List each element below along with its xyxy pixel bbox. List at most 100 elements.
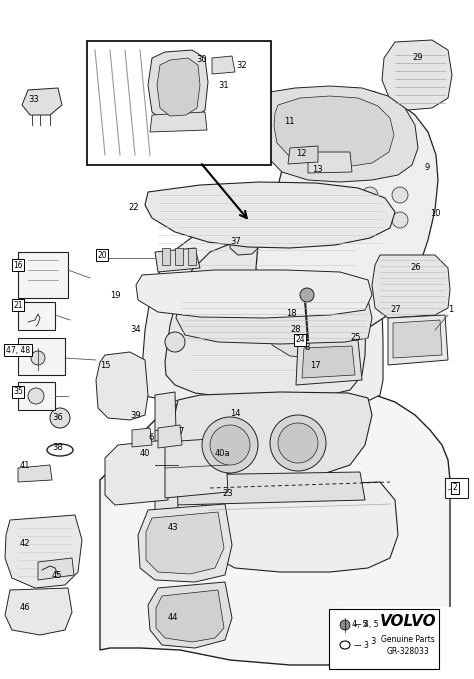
Polygon shape [388, 315, 448, 365]
Polygon shape [162, 248, 170, 265]
Polygon shape [100, 388, 450, 665]
Text: 33: 33 [28, 96, 39, 105]
FancyBboxPatch shape [341, 607, 468, 671]
Text: 32: 32 [236, 62, 246, 71]
Text: 8: 8 [304, 344, 310, 352]
Text: 13: 13 [312, 166, 323, 175]
Text: 41: 41 [20, 460, 30, 469]
FancyBboxPatch shape [87, 41, 271, 165]
Polygon shape [138, 504, 232, 582]
Text: — 4, 5: — 4, 5 [354, 621, 379, 629]
Text: 36: 36 [52, 414, 63, 422]
Text: — 3: — 3 [354, 640, 369, 650]
Text: 35: 35 [13, 388, 23, 397]
Polygon shape [372, 255, 450, 318]
Polygon shape [157, 58, 200, 116]
Text: 34: 34 [130, 325, 141, 335]
Text: 6: 6 [148, 433, 154, 441]
Polygon shape [288, 146, 318, 164]
Polygon shape [155, 392, 178, 512]
Polygon shape [445, 478, 468, 498]
Polygon shape [158, 425, 182, 448]
Circle shape [392, 212, 408, 228]
Polygon shape [96, 352, 148, 420]
Text: 47, 48: 47, 48 [6, 346, 30, 354]
Polygon shape [382, 40, 452, 110]
Text: 43: 43 [168, 524, 179, 532]
Polygon shape [174, 392, 372, 478]
Text: 38: 38 [52, 443, 63, 452]
Circle shape [340, 620, 350, 630]
Polygon shape [5, 588, 72, 635]
Text: 16: 16 [13, 261, 23, 270]
Polygon shape [18, 465, 52, 482]
Polygon shape [145, 182, 395, 248]
Text: 46: 46 [20, 604, 31, 612]
Text: 15: 15 [100, 361, 110, 369]
Text: 14: 14 [230, 409, 240, 418]
Polygon shape [22, 88, 62, 115]
Text: 12: 12 [296, 149, 307, 158]
Text: 44: 44 [168, 614, 179, 623]
Polygon shape [165, 438, 228, 498]
Polygon shape [262, 86, 418, 182]
Polygon shape [105, 440, 168, 505]
Circle shape [210, 425, 250, 465]
Text: 18: 18 [286, 308, 297, 318]
Polygon shape [393, 320, 442, 358]
Text: 42: 42 [20, 538, 30, 547]
Polygon shape [188, 248, 196, 265]
Text: 29: 29 [412, 54, 422, 62]
Polygon shape [296, 340, 362, 385]
Polygon shape [146, 512, 224, 574]
Polygon shape [155, 248, 200, 272]
Polygon shape [274, 96, 394, 167]
Text: GR-328033: GR-328033 [387, 648, 429, 657]
Polygon shape [136, 270, 372, 318]
Polygon shape [18, 382, 55, 410]
Circle shape [278, 423, 318, 463]
Text: 24: 24 [295, 335, 305, 344]
FancyBboxPatch shape [329, 609, 439, 669]
Circle shape [165, 332, 185, 352]
Text: 19: 19 [110, 291, 120, 299]
Text: 37: 37 [230, 238, 241, 246]
Polygon shape [18, 302, 55, 330]
Polygon shape [302, 346, 355, 378]
Circle shape [202, 417, 258, 473]
Text: 10: 10 [430, 208, 440, 217]
Text: 40: 40 [140, 449, 151, 458]
Text: 7: 7 [178, 428, 183, 437]
Polygon shape [148, 582, 232, 648]
Circle shape [31, 351, 45, 365]
Text: 23: 23 [222, 490, 233, 498]
Circle shape [28, 388, 44, 404]
Text: 27: 27 [390, 306, 401, 314]
Polygon shape [175, 248, 183, 265]
Polygon shape [175, 472, 365, 505]
Circle shape [50, 408, 70, 428]
Polygon shape [38, 558, 74, 580]
Text: 4, 5: 4, 5 [352, 621, 368, 629]
Circle shape [270, 415, 326, 471]
Circle shape [392, 187, 408, 203]
Text: 40a: 40a [215, 449, 231, 458]
Text: 30: 30 [196, 56, 207, 65]
Text: Genuine Parts: Genuine Parts [381, 636, 435, 644]
Polygon shape [150, 112, 207, 132]
Text: 1: 1 [448, 306, 453, 314]
Polygon shape [140, 225, 383, 405]
Text: 26: 26 [410, 263, 420, 272]
Text: 31: 31 [218, 81, 228, 90]
Text: 28: 28 [290, 325, 301, 335]
Polygon shape [308, 152, 352, 173]
Polygon shape [148, 50, 208, 122]
Text: 17: 17 [310, 361, 320, 369]
Polygon shape [165, 238, 366, 399]
Text: 39: 39 [130, 411, 141, 420]
Circle shape [362, 187, 378, 203]
Polygon shape [5, 515, 82, 588]
Polygon shape [230, 218, 258, 255]
Text: 3: 3 [370, 638, 375, 646]
Polygon shape [156, 590, 224, 642]
